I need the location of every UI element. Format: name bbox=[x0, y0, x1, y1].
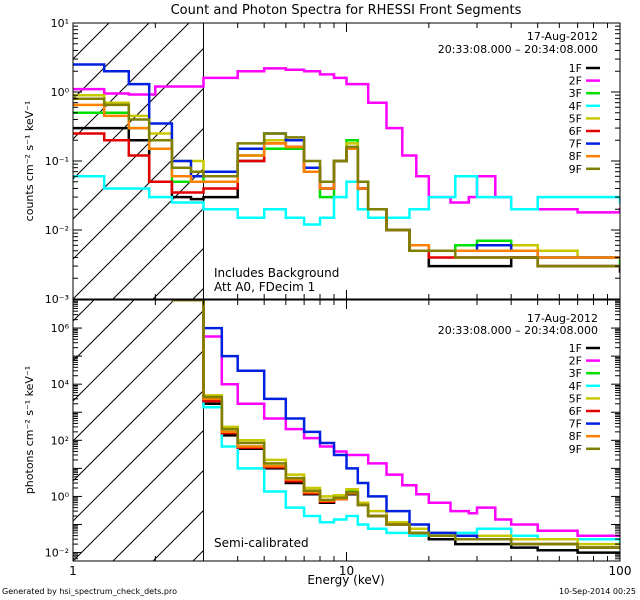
bot-series-7F bbox=[171, 300, 620, 549]
x-tick-label: 1 bbox=[69, 564, 77, 578]
top-legend-label-9F: 9F bbox=[569, 163, 582, 176]
bot-plot-frame bbox=[72, 299, 621, 562]
x-axis-title: Energy (keV) bbox=[307, 573, 384, 587]
top-legend-label-5F: 5F bbox=[569, 112, 582, 125]
x-tick-label: 10 bbox=[339, 564, 354, 578]
bot-hatched-region bbox=[73, 161, 640, 561]
bot-legend-label-5F: 5F bbox=[569, 392, 582, 405]
y-tick-label: 10⁰ bbox=[51, 86, 70, 99]
hatch-line bbox=[73, 309, 204, 442]
y-tick-label: 10⁻² bbox=[45, 547, 69, 560]
hatch-line bbox=[73, 300, 135, 362]
top-legend-label-4F: 4F bbox=[569, 100, 582, 113]
y-tick-label: 10⁻¹ bbox=[45, 155, 69, 168]
x-tick-label: 100 bbox=[609, 564, 632, 578]
top-time-range-label: 20:33:08.000 – 20:34:08.000 bbox=[438, 43, 598, 56]
y-tick-label: 10⁴ bbox=[51, 378, 70, 391]
hatch-line bbox=[192, 549, 204, 561]
hatch-line bbox=[73, 127, 204, 260]
top-legend-label-1F: 1F bbox=[569, 62, 582, 75]
top-legend-label-7F: 7F bbox=[569, 138, 582, 151]
top-hatched-region bbox=[0, 0, 204, 299]
bottom-y-axis-title: photons cm⁻² s⁻¹ keV⁻¹ bbox=[23, 366, 36, 494]
bot-series-4F bbox=[171, 300, 620, 546]
y-tick-label: 10⁻³ bbox=[45, 293, 69, 306]
background-annotation: Includes Background bbox=[214, 266, 339, 280]
hatch-line bbox=[73, 47, 204, 180]
hatch-line bbox=[73, 87, 204, 220]
top-series-4F bbox=[73, 175, 620, 226]
top-legend-label-6F: 6F bbox=[569, 125, 582, 138]
bot-legend-label-8F: 8F bbox=[569, 430, 582, 443]
hatch-line bbox=[73, 300, 175, 402]
top-legend-label-3F: 3F bbox=[569, 87, 582, 100]
bot-legend-label-1F: 1F bbox=[569, 342, 582, 355]
y-tick-label: 10⁰ bbox=[51, 490, 70, 503]
bot-legend-label-3F: 3F bbox=[569, 367, 582, 380]
semi-calibrated-annotation: Semi-calibrated bbox=[214, 536, 309, 550]
top-legend-label-8F: 8F bbox=[569, 150, 582, 163]
hatch-line bbox=[73, 23, 190, 140]
bot-legend-label-9F: 9F bbox=[569, 443, 582, 456]
bot-legend-label-7F: 7F bbox=[569, 418, 582, 431]
bot-series-2F bbox=[171, 300, 620, 537]
bot-legend-label-2F: 2F bbox=[569, 355, 582, 368]
hatch-line bbox=[73, 349, 204, 482]
y-tick-label: 10⁶ bbox=[51, 322, 70, 335]
hatch-line bbox=[73, 429, 204, 561]
y-tick-label: 10⁻² bbox=[45, 224, 69, 237]
bot-series-9F bbox=[171, 300, 620, 549]
hatch-line bbox=[73, 389, 204, 522]
hatch-line bbox=[433, 161, 640, 561]
hatch-line bbox=[0, 0, 113, 299]
bot-legend-label-6F: 6F bbox=[569, 405, 582, 418]
hatch-line bbox=[112, 207, 204, 299]
top-y-axis-title: counts cm⁻² s⁻¹ keV⁻¹ bbox=[23, 101, 36, 222]
hatch-line bbox=[152, 509, 204, 561]
y-tick-label: 10² bbox=[51, 434, 69, 447]
hatch-line bbox=[0, 0, 73, 299]
hatch-line bbox=[73, 167, 204, 299]
hatch-line bbox=[112, 469, 204, 561]
y-tick-label: 10¹ bbox=[51, 17, 69, 30]
attenuator-annotation: Att A0, FDecim 1 bbox=[214, 280, 315, 294]
generated-by-label: Generated by hsi_spectrum_check_dets.pro bbox=[2, 587, 177, 596]
top-legend-label-2F: 2F bbox=[569, 75, 582, 88]
generated-timestamp: 10-Sep-2014 00:25 bbox=[559, 587, 636, 596]
top-date-label: 17-Aug-2012 bbox=[527, 30, 598, 43]
bottom-date-label: 17-Aug-2012 bbox=[527, 312, 598, 325]
bottom-time-range-label: 20:33:08.000 – 20:34:08.000 bbox=[438, 324, 598, 337]
bot-legend-label-4F: 4F bbox=[569, 380, 582, 393]
hatch-line bbox=[73, 23, 150, 100]
top-series-9F bbox=[73, 97, 620, 268]
chart-title: Count and Photon Spectra for RHESSI Fron… bbox=[171, 3, 522, 18]
top-series-6F bbox=[73, 132, 620, 268]
bot-series-1F bbox=[171, 300, 620, 554]
